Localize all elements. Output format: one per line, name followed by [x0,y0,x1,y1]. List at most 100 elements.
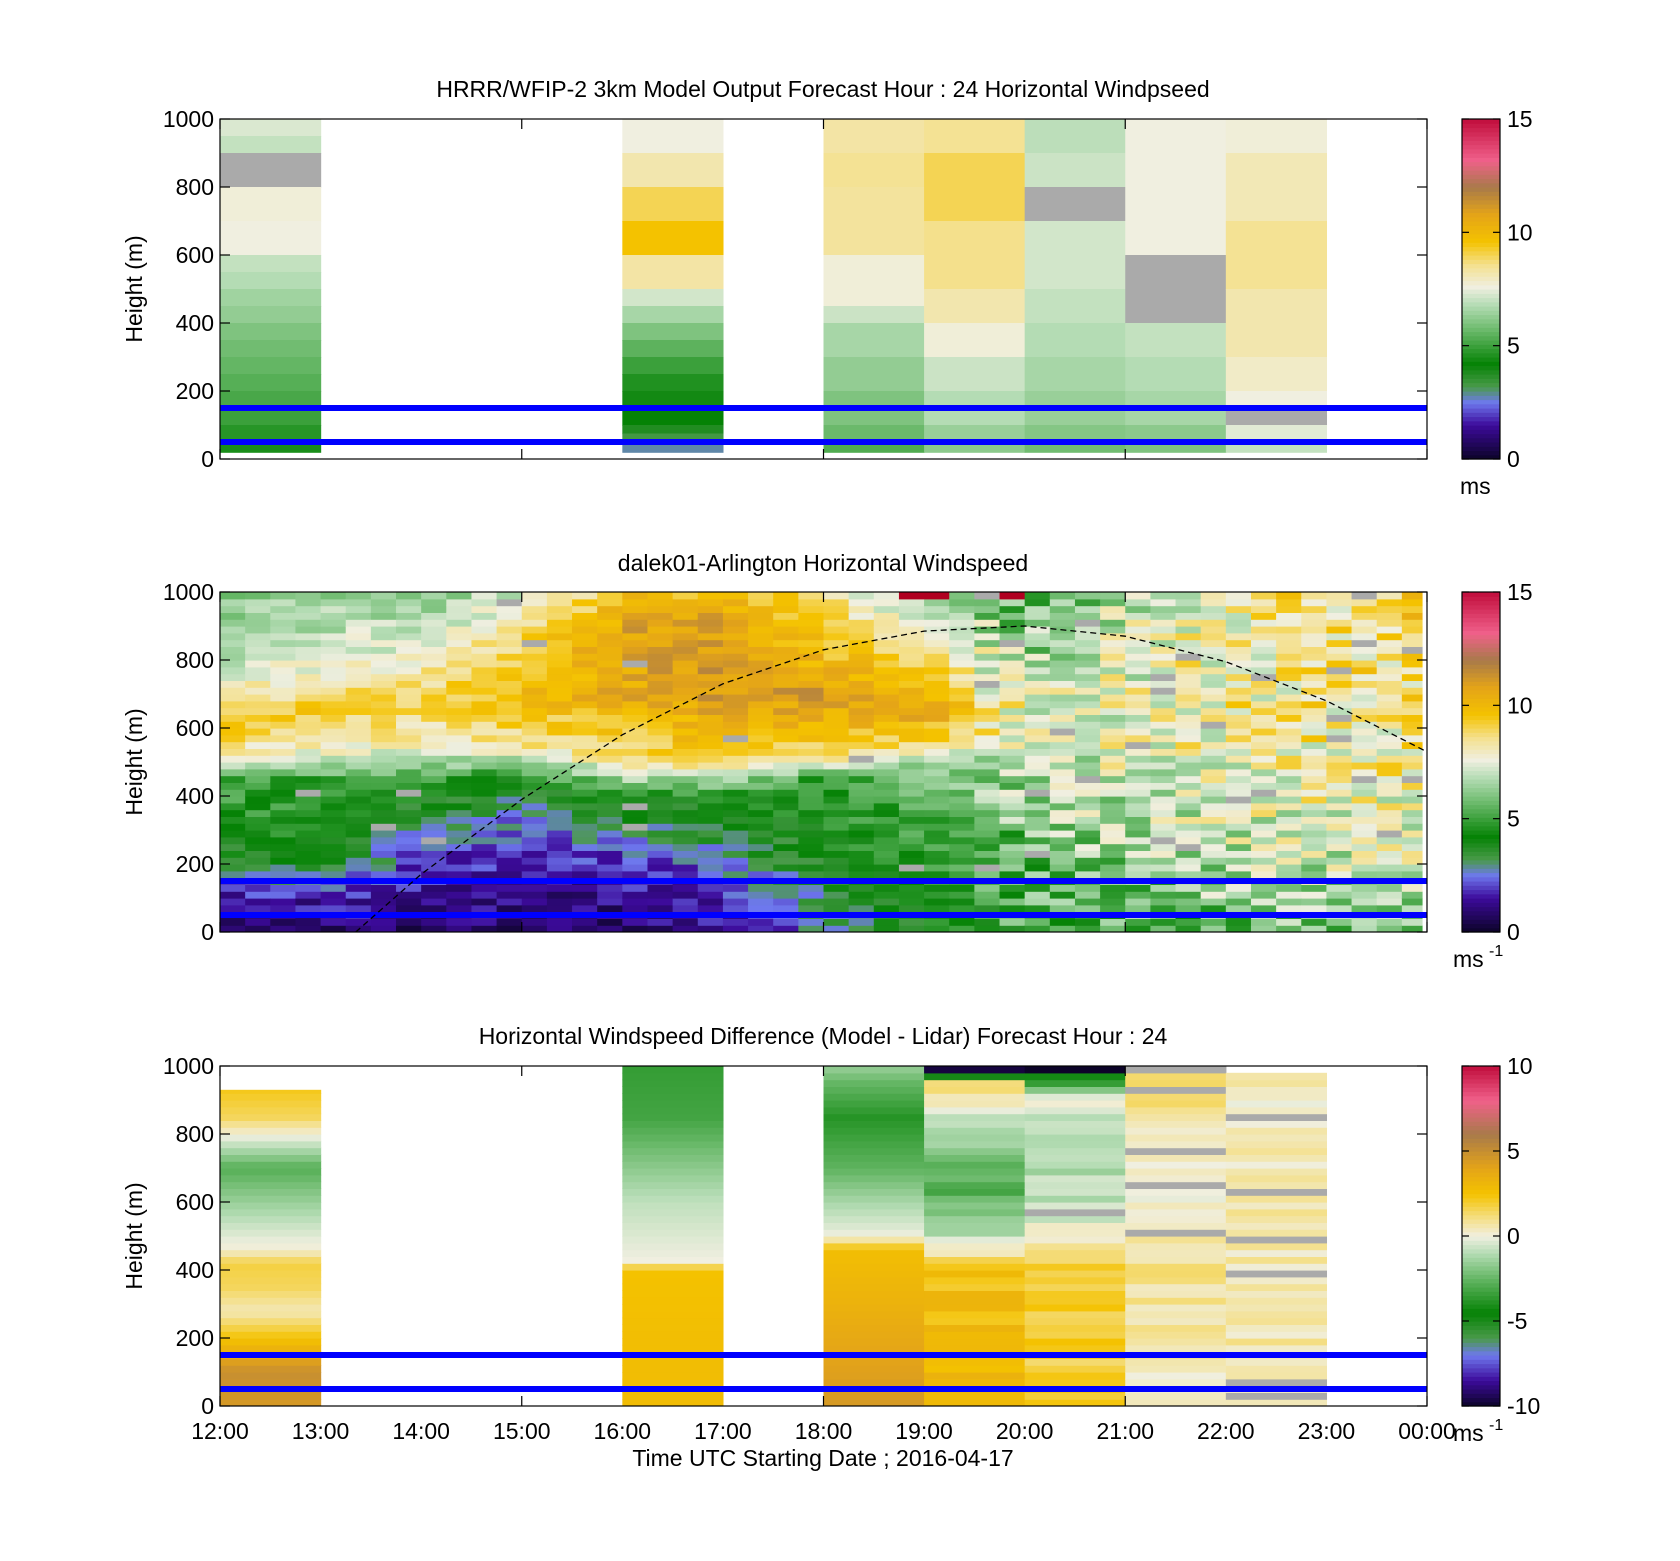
heatmap-cell [1024,789,1051,797]
heatmap-cell [1125,687,1151,695]
heatmap-cell [1301,598,1328,607]
heatmap-cell [320,714,347,722]
heatmap-cell [471,741,498,749]
heatmap-cell [1401,605,1423,613]
heatmap-cell [924,1079,1026,1087]
colorbar-segment [1462,255,1500,260]
heatmap-cell [1074,816,1101,824]
heatmap-cell [245,802,271,811]
heatmap-cell [622,666,649,675]
heatmap-cell [1250,619,1277,627]
heatmap-cell [622,1147,724,1155]
heatmap-cell [220,425,322,443]
heatmap-cell [1276,918,1302,926]
heatmap-cell [823,1378,925,1387]
heatmap-cell [1100,646,1126,654]
heatmap-cell [999,898,1026,906]
heatmap-cell [773,755,799,763]
heatmap-cell [1100,843,1126,851]
heatmap-cell [924,660,950,668]
colorbar-segment [1462,170,1500,175]
heatmap-cell [1024,850,1051,858]
heatmap-cell [421,775,447,783]
heatmap-cell [1150,666,1177,675]
heatmap-cell [245,768,271,777]
y-tick-label: 0 [201,446,214,472]
heatmap-cell [1200,802,1227,811]
heatmap-cell [622,374,724,392]
heatmap-cell [823,1168,925,1176]
heatmap-cell [471,870,498,879]
heatmap-cell [1074,721,1101,729]
heatmap-cell [1100,626,1126,634]
heatmap-cell [999,680,1026,688]
heatmap-cell [471,802,498,811]
heatmap-cell [647,687,674,695]
heatmap-cell [924,870,950,879]
heatmap-cell [873,598,900,607]
heatmap-cell [1225,442,1328,453]
x-tick-label: 18:00 [795,1418,853,1444]
heatmap-cell [1351,687,1378,695]
heatmap-cell [1401,830,1423,838]
heatmap-cell [1301,768,1328,777]
heatmap-cell [1376,768,1403,777]
heatmap-cell [1225,775,1252,783]
heatmap-cell [245,721,271,729]
heatmap-cell [1125,775,1151,783]
heatmap-cell [1326,802,1353,811]
heatmap-cell [823,680,850,688]
heatmap-cell [697,904,724,913]
heatmap-cell [647,870,674,879]
heatmap-cell [220,700,246,709]
heatmap-cell [1125,1324,1227,1332]
heatmap-cell [1150,687,1177,695]
heatmap-cell [873,782,900,790]
heatmap-cell [949,802,975,811]
colorbar-segment [1462,1189,1500,1195]
heatmap-cell [471,796,498,804]
heatmap-cell [1049,721,1076,729]
heatmap-cell [1376,796,1403,804]
heatmap-cell [1250,830,1277,838]
heatmap-cell [370,653,397,661]
heatmap-cell [672,857,699,865]
heatmap-cell [471,836,498,845]
heatmap-cell [220,1229,322,1237]
heatmap-cell [396,632,422,641]
heatmap-cell [521,925,548,932]
heatmap-cell [1100,728,1126,736]
heatmap-cell [220,816,246,824]
heatmap-cell [622,836,649,845]
heatmap-cell [1376,660,1403,668]
heatmap-cell [496,802,523,811]
heatmap-cell [1401,823,1423,831]
heatmap-cell [1125,605,1151,613]
heatmap-cell [1225,694,1252,702]
colorbar-segment [1462,1163,1500,1169]
colorbar-segment [1462,855,1500,861]
heatmap-cell [1049,796,1076,804]
heatmap-cell [823,1147,925,1155]
heatmap-cell [396,796,422,804]
heatmap-cell [1250,904,1277,913]
heatmap-cell [1301,789,1328,797]
heatmap-cell [999,646,1026,654]
heatmap-cell [1276,898,1302,906]
heatmap-cell [1401,626,1423,634]
heatmap-cell [421,734,447,743]
heatmap-cell [295,626,322,634]
heatmap-cell [1225,904,1252,913]
heatmap-cell [370,904,397,913]
heatmap-cell [823,1066,925,1074]
heatmap-cell [622,891,649,899]
heatmap-cell [748,755,774,763]
heatmap-cell [1074,673,1101,681]
heatmap-cell [1276,626,1302,634]
heatmap-cell [1200,612,1227,620]
heatmap-cell [1326,864,1353,872]
heatmap-cell [1225,1174,1328,1183]
heatmap-cell [1276,823,1302,831]
heatmap-cell [672,755,699,763]
heatmap-cell [1074,632,1101,641]
